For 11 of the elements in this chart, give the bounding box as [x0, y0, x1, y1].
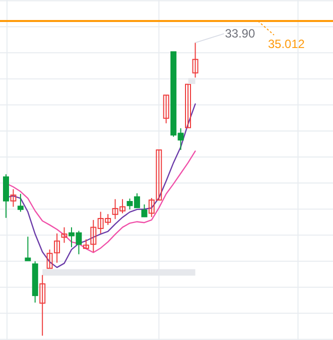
- candlestick: [163, 94, 170, 124]
- candlestick: [24, 236, 31, 262]
- text: 33.90: [225, 26, 256, 41]
- candlestick: [39, 274, 46, 336]
- candlestick: [10, 188, 16, 208]
- text: 35.012: [268, 37, 306, 52]
- candlestick: [61, 226, 68, 244]
- candlestick: [18, 193, 24, 212]
- candlestick: [185, 84, 191, 128]
- candlestick: [141, 204, 148, 218]
- candlestick: [192, 42, 198, 78]
